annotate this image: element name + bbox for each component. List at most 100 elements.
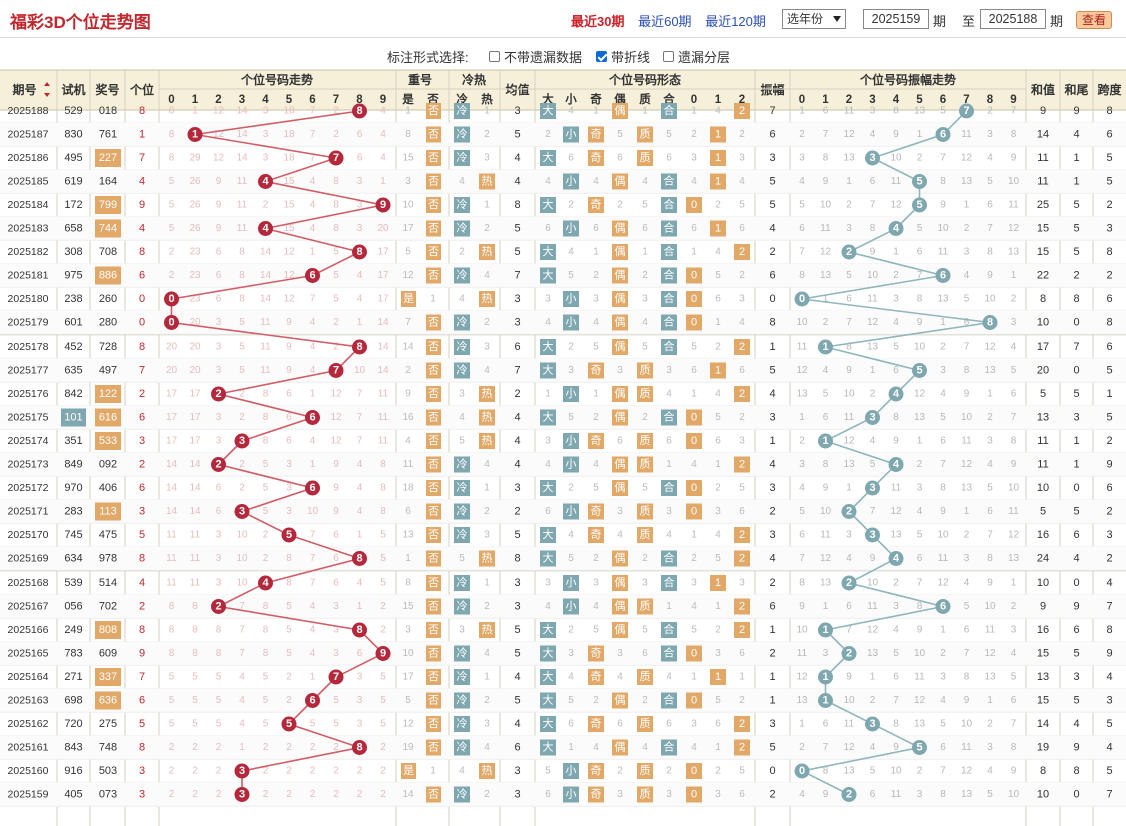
amp-cell: 0 <box>769 765 775 777</box>
year-select[interactable]: 选年份 <box>782 9 846 29</box>
trend-digit-header: 3 <box>239 94 245 106</box>
trend-miss-cell: 2 <box>216 789 222 800</box>
amp-miss-cell: 2 <box>846 200 852 211</box>
shape-mark: 奇 <box>591 647 602 660</box>
trend-miss-cell: 8 <box>192 625 198 636</box>
shape-box <box>563 173 579 190</box>
shape-box <box>540 267 556 284</box>
to-issue-input[interactable]: 2025188 <box>980 9 1046 29</box>
option-no-missing[interactable]: 不带遗漏数据 <box>489 47 582 66</box>
header-bg <box>0 70 1126 110</box>
issue-cell: 2025170 <box>8 529 49 541</box>
cold-box <box>454 150 470 166</box>
trend-miss-cell: 2 <box>216 766 222 777</box>
repeat-no: 否 <box>428 317 439 329</box>
shape-miss: 2 <box>715 342 721 353</box>
amp-miss-cell: 8 <box>1011 129 1017 140</box>
tail-cell: 1 <box>1073 152 1079 164</box>
shape-miss: 5 <box>642 625 648 636</box>
trend-ball <box>352 740 367 755</box>
hot-mark: 热 <box>482 292 493 305</box>
option-polyline[interactable]: 带折线 <box>596 47 650 66</box>
shape-mark: 偶 <box>615 269 626 282</box>
amp-miss-cell: 11 <box>844 106 855 117</box>
span-cell: 5 <box>1106 765 1112 777</box>
amp-miss-cell: 5 <box>964 601 970 612</box>
amp-miss-cell: 13 <box>914 719 926 730</box>
amp-cell: 1 <box>769 695 775 707</box>
amp-ball <box>818 622 833 638</box>
span-cell: 9 <box>1106 459 1112 471</box>
shape-mark: 偶 <box>615 576 626 589</box>
trial-cell: 783 <box>64 648 82 660</box>
sum-cell: 8 <box>1040 293 1046 305</box>
query-button[interactable]: 查看 <box>1076 11 1112 29</box>
checkbox-polyline[interactable] <box>596 51 607 62</box>
shape-box <box>612 220 628 237</box>
trend-ball-number: 8 <box>356 105 362 117</box>
shape-miss: 5 <box>568 695 574 706</box>
trend-miss-cell: 12 <box>330 412 342 423</box>
amp-digit-header: 7 <box>963 94 969 106</box>
prize-cell: 978 <box>99 553 117 565</box>
sum-cell: 5 <box>1040 506 1046 518</box>
shape-mark: 合 <box>664 646 675 660</box>
shape-mark: 合 <box>664 480 675 494</box>
shape-box <box>612 692 628 709</box>
trend-miss-cell: 26 <box>189 176 201 187</box>
hot-miss: 4 <box>484 270 490 281</box>
period-30-link[interactable]: 最近30期 <box>571 14 625 29</box>
prize-cell: 728 <box>99 341 117 353</box>
prize-cell: 533 <box>99 435 117 447</box>
period-120-link[interactable]: 最近120期 <box>705 14 766 29</box>
shape-miss: 2 <box>642 553 648 564</box>
trend-miss-cell: 6 <box>216 270 222 281</box>
shape-box <box>686 692 702 709</box>
amp-miss-cell: 6 <box>917 247 923 258</box>
amp-miss-cell: 4 <box>870 129 876 140</box>
amp-miss-cell: 9 <box>964 695 970 706</box>
trend-ball <box>328 363 344 378</box>
page-title: 福彩3D个位走势图 <box>10 13 151 32</box>
trial-cell: 830 <box>64 129 82 141</box>
row-bg <box>0 546 1126 571</box>
repeat-no: 否 <box>428 129 439 141</box>
prize-cell: 092 <box>99 459 117 471</box>
shape-box <box>637 456 653 473</box>
shape-miss: 1 <box>642 106 648 117</box>
amp-miss-cell: 3 <box>893 294 899 305</box>
span-cell: 3 <box>1106 223 1112 235</box>
repeat-miss: 4 <box>405 436 411 447</box>
amp-miss-cell: 9 <box>940 506 946 517</box>
shape-mark: 2 <box>739 105 745 117</box>
amp-miss-cell: 4 <box>799 176 805 187</box>
amp-miss-cell: 5 <box>846 270 852 281</box>
shape-box <box>612 339 628 355</box>
checkbox-layered[interactable] <box>663 51 674 62</box>
prize-highlight <box>95 502 121 521</box>
unit-cell: 6 <box>139 482 145 494</box>
shape-miss: 3 <box>739 436 745 447</box>
trend-miss-cell: 2 <box>263 789 269 800</box>
amp-miss-cell: 3 <box>940 365 946 376</box>
trend-miss-cell: 11 <box>166 530 177 541</box>
from-issue-input[interactable]: 2025159 <box>863 9 929 29</box>
amp-miss-cell: 4 <box>893 625 899 636</box>
unit-cell: 8 <box>139 553 145 565</box>
shape-miss: 2 <box>642 695 648 706</box>
period-60-link[interactable]: 最近60期 <box>638 14 692 29</box>
shape-miss: 4 <box>545 459 551 470</box>
option-layered[interactable]: 遗漏分层 <box>663 47 730 66</box>
shape-mark: 1 <box>715 365 721 377</box>
amp-miss-cell: 3 <box>964 247 970 258</box>
shape-miss: 4 <box>715 247 721 258</box>
amp-miss-cell: 11 <box>797 342 808 353</box>
amp-miss-cell: 13 <box>937 294 949 305</box>
amp-miss-cell: 1 <box>846 483 852 494</box>
trend-miss-cell: 15 <box>283 200 295 211</box>
trend-miss-cell: 3 <box>357 695 363 706</box>
checkbox-no-missing[interactable] <box>489 51 500 62</box>
shape-mark: 奇 <box>591 505 602 518</box>
prize-cell: 497 <box>99 365 117 377</box>
cold-mark: 冷 <box>457 104 468 117</box>
